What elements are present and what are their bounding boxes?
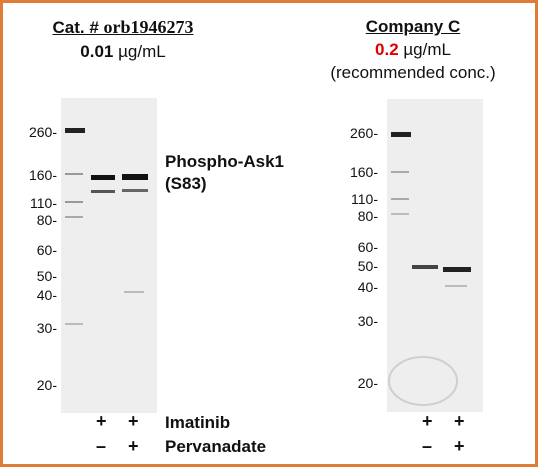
right-lane1-band-50: [412, 265, 438, 269]
right-ladder-band-160: [391, 171, 409, 173]
company-name: Company C: [365, 17, 461, 36]
right-ladder-band-110: [391, 198, 409, 200]
right-header: Company C 0.2 µg/mL (recommended conc.): [303, 17, 523, 83]
left-lane2-band-40: [124, 291, 144, 293]
right-marker-160: 160-: [349, 164, 378, 180]
catalog-line: Cat. # orb1946273: [23, 17, 223, 38]
right-marker-60: 60-: [357, 239, 378, 255]
right-ladder-band-80: [391, 213, 409, 215]
left-marker-20: 20-: [36, 377, 57, 393]
right-lane2-band-40: [445, 285, 467, 287]
left-marker-50: 50-: [36, 268, 57, 284]
left-conc-value: 0.01: [80, 42, 114, 61]
left-ladder-band-160: [65, 173, 83, 175]
left-marker-110: 110-: [30, 195, 57, 211]
right-blot: [387, 99, 483, 412]
left-concentration: 0.01 µg/mL: [23, 42, 223, 62]
left-header: Cat. # orb1946273 0.01 µg/mL: [23, 17, 223, 62]
left-marker-30: 30-: [36, 320, 57, 336]
target-label-line1: Phospho-Ask1: [165, 152, 285, 171]
band-layer: [65, 128, 471, 406]
left-pervanadate-lane1: –: [96, 436, 107, 456]
left-marker-80: 80-: [36, 212, 57, 228]
left-lane2-band-160: [122, 174, 148, 180]
recommended-note: (recommended conc.): [330, 63, 496, 82]
left-ladder-band-80: [65, 216, 83, 218]
left-conc-unit: µg/mL: [113, 42, 166, 61]
right-marker-20: 20-: [357, 375, 378, 391]
right-lane2-band-50: [443, 267, 471, 272]
right-ladder-band-260: [391, 132, 411, 137]
right-marker-40: 40-: [357, 279, 378, 295]
catalog-number: orb1946273: [103, 17, 194, 37]
left-lane1-band-160: [91, 175, 115, 180]
catalog-prefix: Cat. #: [52, 18, 104, 37]
right-marker-110: 110-: [351, 191, 378, 207]
right-imatinib-lane1: +: [422, 411, 433, 431]
right-concentration: 0.2 µg/mL: [303, 40, 523, 60]
left-ladder-band-110: [65, 201, 83, 203]
target-label-line2: (S83): [165, 174, 207, 193]
right-pervanadate-lane2: +: [454, 436, 465, 456]
left-ladder-band-30: [65, 323, 83, 325]
pervanadate-label: Pervanadate: [165, 437, 267, 456]
left-marker-260: 260-: [28, 124, 57, 140]
left-lane2-band-130: [122, 189, 148, 192]
imatinib-label: Imatinib: [165, 413, 231, 432]
left-imatinib-lane1: +: [96, 411, 107, 431]
left-marker-160: 160-: [28, 167, 57, 183]
right-pervanadate-lane1: –: [422, 436, 433, 456]
right-marker-80: 80-: [357, 208, 378, 224]
right-imatinib-lane2: +: [454, 411, 465, 431]
right-blot-artifact: [388, 356, 458, 406]
left-blot: [61, 98, 157, 413]
left-pervanadate-lane2: +: [128, 436, 139, 456]
right-conc-value: 0.2: [375, 40, 399, 59]
left-lane1-band-130: [91, 190, 115, 193]
right-marker-50: 50-: [357, 258, 378, 274]
left-marker-60: 60-: [36, 242, 57, 258]
left-imatinib-lane2: +: [128, 411, 139, 431]
right-marker-30: 30-: [357, 313, 378, 329]
target-label: Phospho-Ask1 (S83): [165, 151, 284, 195]
right-conc-unit: µg/mL: [398, 40, 451, 59]
right-marker-260: 260-: [349, 125, 378, 141]
left-ladder-band-260: [65, 128, 85, 133]
left-marker-40: 40-: [36, 287, 57, 303]
